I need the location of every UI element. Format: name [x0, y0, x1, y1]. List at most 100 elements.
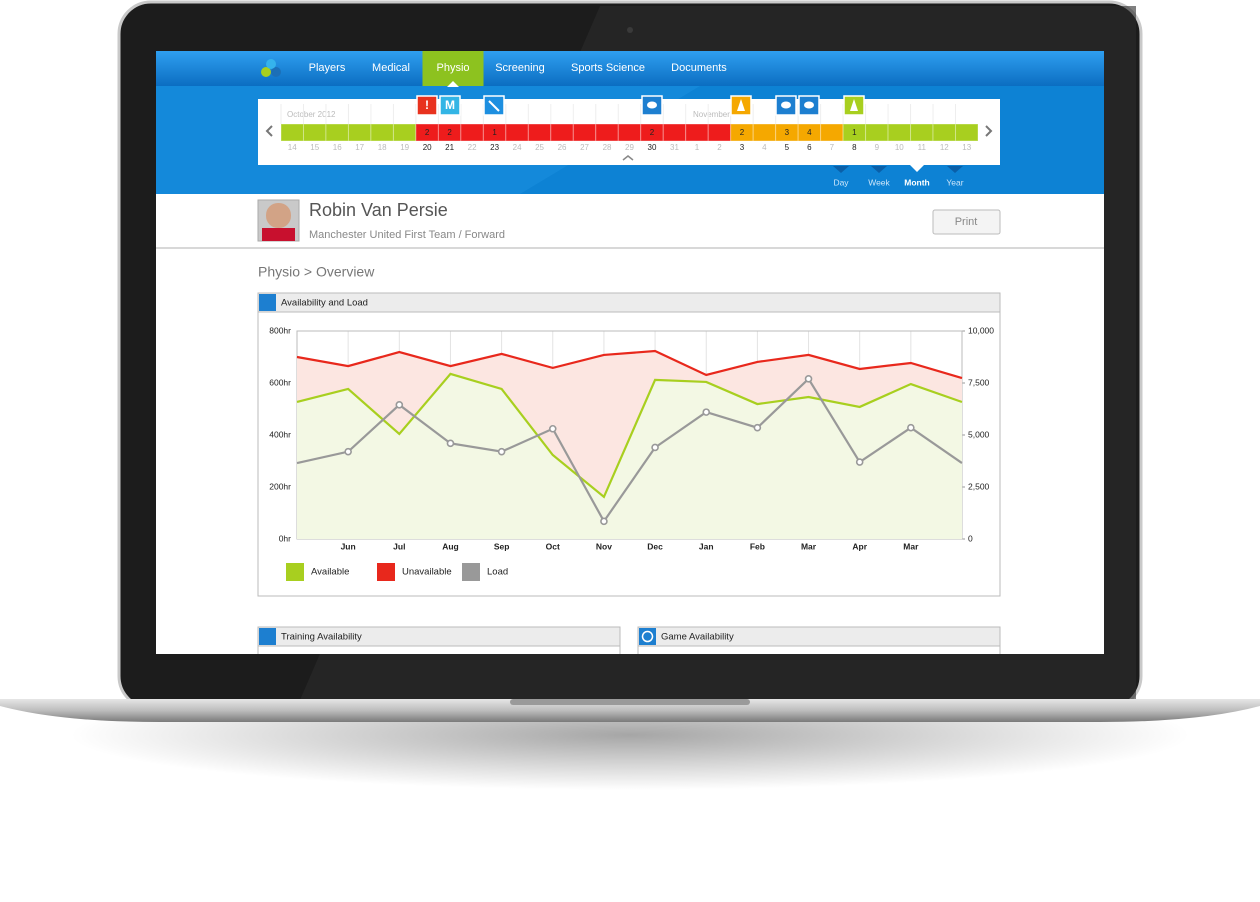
marker[interactable]	[483, 95, 505, 116]
x-tick-label: Mar	[903, 541, 919, 551]
nav-item[interactable]: Documents	[671, 62, 727, 74]
player-photo-shirt	[262, 228, 295, 241]
day-label: 24	[513, 143, 522, 152]
series-line	[296, 349, 963, 380]
nav-bar	[156, 51, 1104, 87]
x-tick-label: Dec	[647, 541, 663, 551]
day-label: 28	[603, 143, 612, 152]
x-tick-label: Sep	[494, 541, 510, 551]
day-cell[interactable]	[482, 123, 507, 142]
legend-label: Unavailable	[402, 567, 452, 578]
y2-tick-label: 5,000	[968, 429, 990, 439]
marker[interactable]: M	[439, 95, 461, 116]
day-cell[interactable]	[955, 123, 979, 142]
marker[interactable]	[798, 95, 820, 116]
zoom-option[interactable]: Day	[833, 177, 849, 187]
panel-icon	[259, 628, 276, 645]
panel-title: Availability and Load	[281, 298, 368, 309]
panel-icon-glyph	[641, 630, 654, 643]
marker[interactable]	[775, 95, 797, 116]
y2-tick-label: 7,500	[968, 377, 990, 387]
day-label: 1	[695, 143, 700, 152]
nav-pointer	[447, 81, 459, 87]
timeline-next[interactable]	[985, 125, 993, 137]
point	[753, 423, 762, 432]
day-cell[interactable]	[347, 123, 372, 142]
day-cell[interactable]	[280, 123, 304, 142]
print-button[interactable]	[932, 209, 1001, 235]
day-label: 6	[807, 143, 812, 152]
day-cell[interactable]	[707, 123, 732, 142]
camera	[627, 27, 633, 33]
day-label: 21	[445, 143, 454, 152]
point	[548, 424, 557, 433]
panel-header	[257, 626, 621, 647]
timeline-prev[interactable]	[265, 125, 273, 137]
point	[702, 408, 711, 416]
day-label: 22	[468, 143, 477, 152]
day-label: 16	[333, 143, 342, 152]
day-label: 8	[852, 143, 857, 152]
zoom-tab	[871, 166, 887, 173]
marker[interactable]: !	[416, 95, 438, 116]
day-cell[interactable]	[887, 123, 912, 142]
chart: 0hr 200hr 400hr 600hr 800hr 0 2,500 5,000 7,500 1…	[269, 325, 994, 581]
day-cell[interactable]	[865, 123, 889, 142]
day-cell[interactable]	[505, 123, 529, 142]
day-cell[interactable]	[460, 123, 484, 142]
day-cell[interactable]	[820, 123, 844, 142]
player-name: Robin Van Persie	[309, 200, 448, 220]
day-label: 9	[875, 143, 880, 152]
zoom-option[interactable]: Week	[868, 177, 890, 187]
marker-label: !	[425, 98, 429, 112]
print-label: Print	[955, 216, 978, 228]
day-cell[interactable]	[617, 123, 642, 142]
breadcrumb: Physio > Overview	[258, 264, 375, 280]
zoom-option[interactable]: Year	[946, 177, 963, 187]
day-cell[interactable]	[662, 123, 687, 142]
day-cell[interactable]	[932, 123, 957, 142]
day-count: 1	[492, 128, 497, 137]
marker[interactable]	[730, 95, 752, 116]
day-cell[interactable]	[392, 123, 417, 142]
y2-tick-label: 2,500	[968, 481, 990, 491]
day-cell[interactable]	[685, 123, 709, 142]
day-label: 7	[830, 143, 835, 152]
day-label: 13	[962, 143, 971, 152]
point	[600, 517, 608, 526]
player-team: Manchester United First Team / Forward	[309, 229, 505, 241]
y-tick-label: 200hr	[269, 481, 291, 491]
day-cell[interactable]	[325, 123, 349, 142]
day-cell[interactable]	[370, 123, 394, 142]
point	[855, 458, 864, 466]
timeline-cursor[interactable]	[622, 155, 634, 161]
nav-item[interactable]: Medical	[372, 62, 410, 74]
zoom-option[interactable]: Month	[904, 177, 930, 187]
day-label: 19	[400, 143, 409, 152]
panel-header	[637, 626, 1001, 647]
day-count: 2	[740, 128, 745, 137]
nav-item[interactable]: Physio	[436, 62, 469, 74]
nav-item[interactable]: Sports Science	[571, 62, 645, 74]
marker[interactable]	[641, 95, 663, 116]
day-cell[interactable]	[302, 123, 327, 142]
day-cell[interactable]	[752, 123, 777, 142]
nav-item[interactable]: Players	[309, 62, 346, 74]
series-line	[296, 377, 963, 524]
y-tick-label: 800hr	[269, 325, 291, 335]
day-cell[interactable]	[595, 123, 619, 142]
day-cell[interactable]	[910, 123, 934, 142]
panel-title: Game Availability	[661, 632, 734, 643]
nav-item[interactable]: Screening	[495, 62, 545, 74]
screen: Players Medical Physio Screening Sports Scie…	[156, 51, 1104, 654]
marker[interactable]	[843, 95, 865, 116]
day-label: 29	[625, 143, 634, 152]
day-cell[interactable]	[527, 123, 552, 142]
legend-label: Load	[487, 567, 508, 578]
day-cell[interactable]	[550, 123, 574, 142]
day-label: 14	[288, 143, 297, 152]
day-cell[interactable]	[572, 123, 597, 142]
